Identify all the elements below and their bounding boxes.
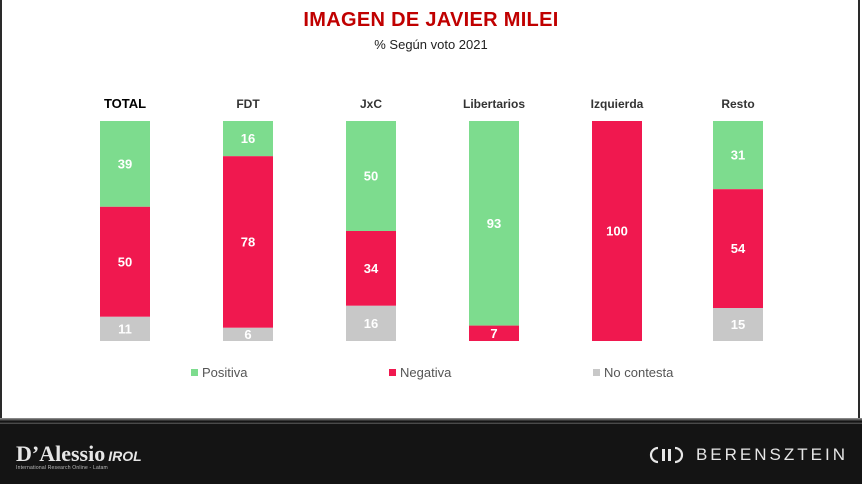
data-label: 34: [364, 261, 379, 276]
data-label: 16: [364, 316, 378, 331]
category-label: Libertarios: [463, 97, 525, 111]
slide-frame: [0, 0, 860, 418]
legend-label-negativa: Negativa: [400, 365, 452, 380]
bar-segment: [100, 121, 150, 207]
berensztein-logo: BERENSZTEIN: [648, 445, 848, 465]
legend-item-negativa: Negativa: [389, 365, 451, 380]
footer-stripe: [0, 418, 862, 424]
berensztein-logo-icon: [649, 446, 684, 464]
bar-segment: [100, 316, 150, 341]
data-label: 39: [118, 156, 132, 171]
legend-label-positiva: Positiva: [202, 365, 248, 380]
bar-segment: [469, 325, 519, 341]
bar-segment: [592, 121, 642, 341]
bar-segment: [100, 206, 150, 317]
data-label: 54: [731, 241, 746, 256]
bar-segment: [346, 305, 396, 341]
data-label: 50: [364, 169, 378, 184]
bar-segment: [713, 308, 763, 341]
legend-item-no-contesta: No contesta: [593, 365, 673, 380]
data-label: 31: [731, 148, 745, 163]
data-label: 6: [244, 327, 251, 342]
bar-segment: [346, 231, 396, 306]
data-label: 15: [731, 317, 745, 332]
bar-segment: [469, 121, 519, 326]
category-label: JxC: [360, 97, 382, 111]
berensztein-logo-text: BERENSZTEIN: [695, 445, 848, 464]
category-label: Resto: [721, 97, 754, 111]
irol-logo-text: IROL: [108, 448, 142, 464]
category-label: Izquierda: [591, 97, 644, 111]
data-label: 50: [118, 254, 132, 269]
bar-segment: [223, 121, 273, 157]
data-label: 93: [487, 216, 501, 231]
bar-segment: [713, 121, 763, 190]
bar-segment: [223, 327, 273, 341]
category-label: TOTAL: [104, 96, 146, 111]
bar-segment: [713, 189, 763, 308]
dalessio-irol-logo: D’Alessio IROL International Research Onl…: [16, 441, 142, 471]
data-label: 7: [490, 326, 497, 341]
legend-swatch-negativa: [389, 369, 396, 377]
data-label: 11: [118, 321, 132, 336]
chart-title: IMAGEN DE JAVIER MILEI: [303, 9, 559, 31]
data-label: 16: [241, 131, 255, 146]
chart-subtitle: % Según voto 2021: [374, 37, 488, 52]
category-label: FDT: [236, 97, 260, 111]
bar-segment: [346, 121, 396, 231]
legend-label-no-contesta: No contesta: [604, 365, 674, 380]
data-label: 100: [606, 224, 628, 239]
bar-segment: [223, 156, 273, 328]
legend-swatch-no-contesta: [593, 369, 600, 377]
footer-bar: D’Alessio IROL International Research Onl…: [0, 418, 862, 484]
legend-swatch-positiva: [191, 369, 198, 377]
dalessio-tagline: International Research Online - Latam: [16, 465, 108, 471]
dalessio-logo-text: D’Alessio: [16, 441, 106, 466]
legend-item-positiva: Positiva: [191, 365, 248, 380]
data-label: 78: [241, 235, 255, 250]
stacked-bar-chart: TOTAL 39 50 11 FDT 16 78 6 JxC 50 34 16 Libertarios 9…: [100, 96, 763, 342]
